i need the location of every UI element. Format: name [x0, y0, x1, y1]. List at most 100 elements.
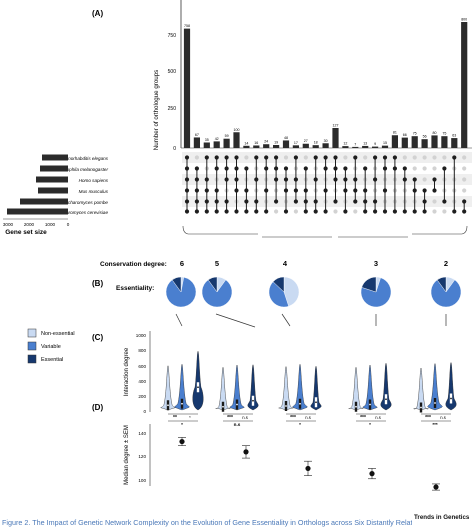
gene-set-bar	[38, 187, 68, 194]
upset-bar	[273, 145, 280, 148]
sig-label: ***	[425, 415, 431, 421]
essentiality-pies	[165, 276, 462, 308]
conservation-degree-5: 5	[215, 259, 219, 268]
gene-set-axis-label: Gene set size	[5, 229, 47, 236]
upset-bar	[302, 143, 309, 148]
legend-swatch-variable	[27, 341, 37, 351]
sig-label: ***	[227, 415, 233, 421]
matrix-dot	[333, 209, 338, 214]
upset-y-tick: 750	[168, 33, 177, 39]
upset-y-tick: 0	[173, 146, 176, 152]
matrix-dot	[432, 155, 437, 160]
gene-set-size-chart: Caenorhabditis elegans Drosophila melano…	[3, 154, 109, 236]
upset-bar	[292, 145, 299, 148]
violin-shape	[215, 367, 231, 411]
figure-caption: Figure 2. The Impact of Genetic Network …	[2, 518, 412, 527]
sig-label: ***	[290, 415, 296, 421]
essentiality-label: Essentiality:	[116, 285, 154, 292]
legend-label: Essential	[41, 357, 63, 363]
matrix-dot	[363, 155, 368, 160]
matrix-dot	[194, 155, 199, 160]
violin-median	[197, 386, 199, 389]
species-label: Mus musculus	[79, 189, 109, 194]
violin-median	[420, 406, 422, 409]
violin-y-axis-label: Interaction degree	[124, 347, 130, 396]
sig-label: ***	[432, 422, 438, 427]
gene-set-tick: 2000	[24, 222, 35, 227]
violin-shape	[160, 365, 176, 411]
upset-y-tick: 500	[168, 69, 177, 75]
upset-bar-label: 19	[274, 141, 278, 145]
upset-bar-label: 9	[374, 142, 376, 146]
upset-bar-label: 17	[294, 141, 298, 145]
violin-y-tick: 0	[143, 409, 146, 414]
upset-bar	[342, 146, 349, 148]
upset-bar-label: 66	[403, 133, 407, 137]
sig-label: *	[299, 422, 301, 427]
conservation-degree-2: 2	[444, 259, 448, 268]
upset-bar-label: 14	[244, 141, 248, 145]
pie-slice	[436, 276, 447, 293]
sig-label: n.s	[305, 415, 311, 420]
gene-set-tick: 3000	[3, 222, 14, 227]
panel-a-label: (A)	[92, 9, 103, 18]
violin-shape	[278, 366, 294, 411]
violin-shape	[362, 364, 378, 411]
violin-median	[315, 401, 317, 404]
median-point	[433, 484, 439, 490]
sig-label: n.s	[234, 422, 241, 427]
median-points	[178, 437, 440, 491]
violin-y-tick: 800	[138, 348, 146, 353]
pie-slice	[283, 276, 300, 307]
upset-bar-label: 758	[184, 24, 190, 28]
violin-median	[299, 402, 301, 405]
upset-bar	[233, 132, 240, 148]
matrix-dot	[462, 177, 467, 182]
violin-median	[450, 397, 452, 400]
sig-label: *	[181, 422, 183, 427]
matrix-dot	[432, 209, 437, 214]
matrix-dot	[283, 155, 289, 160]
connector	[215, 313, 256, 328]
matrix-dot	[462, 166, 467, 171]
upset-bar	[352, 146, 359, 148]
matrix-dot	[442, 209, 447, 214]
upset-bar	[213, 141, 220, 148]
violin-y-tick: 600	[138, 364, 146, 369]
upset-bar-label: 56	[423, 135, 427, 139]
upset-bar	[243, 145, 250, 148]
sig-label: *	[189, 415, 191, 420]
gene-set-bar	[20, 198, 68, 205]
violin-shape	[192, 351, 204, 411]
matrix-dot	[412, 166, 417, 171]
median-y-axis-label: Median degree ± SEM	[124, 425, 130, 485]
violin-median	[369, 403, 371, 406]
upset-bar-label: 75	[442, 132, 446, 136]
legend-label: Non-essential	[41, 331, 75, 337]
gene-set-bar	[40, 165, 68, 172]
violin-median	[285, 405, 287, 407]
journal-brand: Trends in Genetics	[414, 514, 470, 521]
panel-d-label: (D)	[92, 403, 103, 412]
gene-set-tick: 0	[67, 222, 70, 227]
upset-bar	[223, 138, 230, 148]
gene-set-bar	[36, 176, 68, 183]
matrix-dot	[274, 209, 279, 214]
matrix-dot	[412, 155, 417, 160]
matrix-dot	[422, 177, 427, 182]
upset-bar-label: 42	[215, 137, 219, 141]
violin-median	[355, 405, 357, 408]
upset-bar-label: 100	[234, 128, 240, 132]
violin-median	[181, 402, 183, 405]
violin-median	[434, 402, 436, 404]
upset-bar-label: 13	[363, 141, 367, 145]
legend-swatch-non-essential	[27, 328, 37, 338]
matrix-dot	[402, 155, 407, 160]
sig-label: n.s	[440, 415, 446, 420]
upset-bar	[391, 135, 398, 148]
species-label: Caenorhabditis elegans	[60, 156, 109, 161]
pie-slice	[361, 276, 377, 293]
upset-bar-label: 127	[333, 123, 339, 127]
violin-median	[167, 404, 169, 407]
matrix-dot	[442, 155, 447, 160]
